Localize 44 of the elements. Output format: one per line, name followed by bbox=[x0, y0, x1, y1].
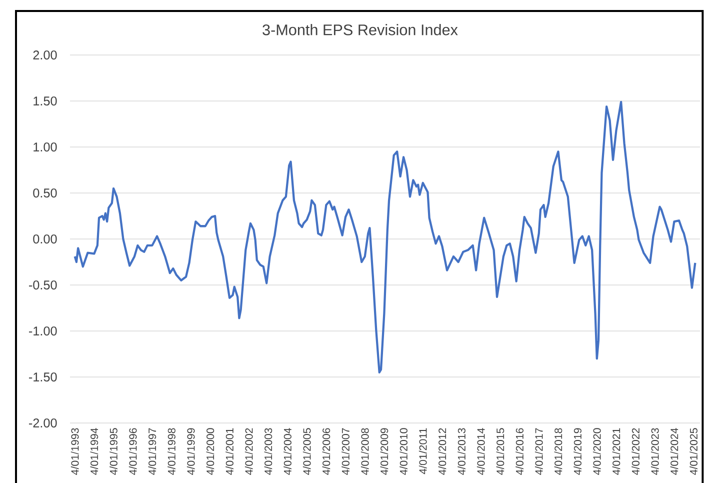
x-tick-label: 4/01/1995 bbox=[110, 428, 118, 475]
x-tick-label: 4/01/2009 bbox=[380, 428, 388, 475]
x-tick-label: 4/01/2010 bbox=[400, 428, 408, 475]
chart-title: 3-Month EPS Revision Index bbox=[262, 24, 458, 36]
x-tick-label: 4/01/2000 bbox=[206, 428, 214, 475]
x-tick-label: 4/01/2001 bbox=[226, 428, 234, 475]
y-tick-label: -1.00 bbox=[28, 326, 57, 336]
y-tick-label: -0.50 bbox=[28, 280, 57, 290]
y-tick-label: 0.50 bbox=[33, 188, 57, 198]
x-tick-label: 4/01/2003 bbox=[264, 428, 272, 475]
y-tick-label: 1.00 bbox=[34, 142, 57, 152]
y-tick-label: 1.50 bbox=[34, 96, 57, 106]
x-tick-label: 4/01/2006 bbox=[322, 428, 330, 475]
x-tick-label: 4/01/2012 bbox=[438, 428, 446, 475]
x-tick-label: 4/01/2024 bbox=[670, 428, 678, 475]
y-tick-label: 0.00 bbox=[33, 234, 57, 244]
line-series bbox=[74, 100, 696, 374]
x-tick-label: 4/01/2008 bbox=[360, 428, 369, 475]
x-tick-label: 4/01/2004 bbox=[284, 428, 292, 475]
x-tick-label: 4/01/1997 bbox=[148, 428, 156, 475]
x-tick-label: 4/01/1998 bbox=[168, 428, 176, 475]
x-tick-label: 4/01/2002 bbox=[244, 428, 253, 475]
x-tick-label: 4/01/2005 bbox=[302, 428, 311, 475]
y-tick-label: -1.50 bbox=[28, 372, 57, 382]
x-tick-label: 4/01/2020 bbox=[592, 428, 601, 475]
x-tick-label: 4/01/2025 bbox=[690, 428, 698, 475]
x-tick-label: 4/01/2013 bbox=[458, 428, 466, 475]
x-tick-label: 4/01/2011 bbox=[418, 428, 427, 474]
x-tick-label: 4/01/2019 bbox=[574, 428, 582, 475]
x-tick-label: 4/01/1996 bbox=[128, 428, 137, 475]
x-tick-label: 4/01/2014 bbox=[476, 428, 485, 475]
x-tick-label: 4/01/1993 bbox=[70, 428, 79, 475]
x-tick-label: 4/01/2021 bbox=[612, 428, 620, 475]
x-tick-label: 4/01/2007 bbox=[342, 428, 350, 475]
x-tick-label: 4/01/2016 bbox=[516, 428, 524, 475]
x-tick-label: 4/01/2017 bbox=[534, 428, 543, 475]
x-tick-label: 4/01/1994 bbox=[90, 428, 98, 475]
x-tick-label: 4/01/2018 bbox=[554, 428, 562, 475]
x-tick-label: 4/01/2015 bbox=[496, 428, 504, 475]
x-tick-label: 4/01/2022 bbox=[632, 428, 640, 475]
y-tick-label: -2.00 bbox=[28, 418, 57, 428]
y-tick-label: 2.00 bbox=[33, 50, 57, 60]
x-tick-label: 4/01/1999 bbox=[186, 428, 195, 475]
x-tick-label: 4/01/2023 bbox=[650, 428, 659, 475]
